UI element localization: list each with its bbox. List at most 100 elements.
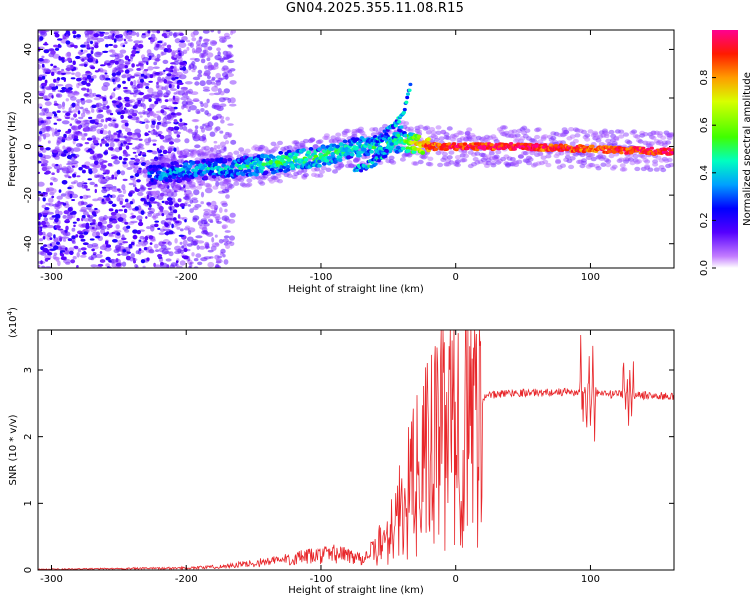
spectrogram-noise-blob bbox=[156, 147, 160, 152]
spectrogram-noise-blob bbox=[164, 200, 170, 205]
spectrogram-noise-blob bbox=[169, 31, 173, 37]
spectrogram-halo bbox=[626, 140, 633, 145]
spectrogram-noise-blob bbox=[135, 265, 139, 268]
spectrogram-noise-blob bbox=[143, 75, 148, 79]
spectrogram-halo bbox=[458, 130, 465, 136]
spectrogram-noise-blob bbox=[221, 188, 230, 194]
spectrogram-noise-blob bbox=[143, 247, 148, 251]
spectrogram-noise-blob bbox=[89, 238, 95, 241]
spectrogram-ridge-blob bbox=[228, 169, 234, 174]
spectrogram-noise-blob bbox=[58, 210, 63, 216]
spectrogram-ridge-blob bbox=[416, 134, 422, 139]
spectrogram-noise-blob bbox=[127, 77, 131, 82]
spectrogram-halo bbox=[433, 137, 440, 142]
spectrogram-noise-blob bbox=[164, 222, 169, 228]
spectrogram-ridge-blob bbox=[263, 170, 269, 175]
spectrogram-noise-blob bbox=[95, 102, 103, 108]
spectrogram-noise-blob bbox=[72, 173, 77, 178]
spectrogram-halo bbox=[537, 152, 544, 157]
spectrogram-noise-blob bbox=[203, 256, 212, 260]
spectrogram-halo bbox=[542, 134, 549, 139]
spectrogram-noise-blob bbox=[189, 208, 194, 214]
spectrogram-noise-blob bbox=[54, 213, 61, 219]
spectrogram-noise-blob bbox=[161, 241, 167, 244]
spectrogram-noise-blob bbox=[166, 264, 170, 268]
spectrogram-noise-blob bbox=[139, 219, 143, 223]
colorbar-gradient bbox=[712, 30, 738, 268]
spectrogram-noise-blob bbox=[86, 53, 92, 57]
spectrogram-noise-blob bbox=[226, 73, 235, 77]
spectrogram-noise-blob bbox=[138, 221, 144, 227]
spectrogram-noise-blob bbox=[180, 86, 188, 91]
spectrogram-halo bbox=[213, 177, 220, 182]
spectrogram-noise-blob bbox=[131, 84, 137, 89]
spectrogram-noise-blob bbox=[77, 125, 82, 130]
spectrogram-noise-blob bbox=[115, 262, 122, 267]
spectrogram-noise-blob bbox=[73, 224, 76, 228]
spectrogram-noise-blob bbox=[187, 227, 196, 233]
spectrogram-noise-blob bbox=[224, 208, 228, 213]
spectrogram-noise-blob bbox=[113, 38, 117, 43]
spectrogram-noise-blob bbox=[64, 229, 68, 233]
spectrogram-noise-blob bbox=[180, 249, 184, 254]
x-tick-label: -100 bbox=[310, 574, 333, 585]
spectrogram-noise-blob bbox=[163, 95, 169, 98]
spectrogram-ridge-blob bbox=[147, 173, 153, 178]
spectrogram-noise-blob bbox=[65, 52, 72, 58]
spectrogram-noise-blob bbox=[214, 83, 218, 88]
spectrogram-noise-blob bbox=[113, 132, 118, 136]
spectrogram-halo bbox=[461, 157, 468, 163]
spectrogram-noise-blob bbox=[178, 42, 187, 48]
spectrogram-noise-blob bbox=[94, 122, 99, 125]
spectrogram-noise-blob bbox=[215, 72, 221, 79]
spectrogram-noise-blob bbox=[39, 106, 43, 109]
spectrogram-ridge-blob bbox=[148, 164, 154, 169]
spectrogram-noise-blob bbox=[104, 72, 108, 75]
spectrogram-noise-blob bbox=[210, 205, 217, 210]
spectrogram-halo bbox=[618, 157, 625, 162]
spectrogram-noise-blob bbox=[38, 63, 41, 70]
spectrogram-halo bbox=[603, 131, 610, 136]
spectrogram-noise-blob bbox=[80, 112, 86, 118]
spectrogram-noise-blob bbox=[184, 219, 187, 223]
spectrogram-noise-blob bbox=[112, 33, 115, 37]
spectrogram-ridge-blob bbox=[405, 149, 411, 153]
spectrogram-noise-blob bbox=[49, 68, 57, 74]
spectrogram-noise-blob bbox=[38, 76, 43, 81]
spectrogram-noise-blob bbox=[110, 194, 113, 198]
spectrogram-noise-blob bbox=[126, 167, 133, 170]
spectrogram-noise-blob bbox=[100, 228, 106, 235]
spectrogram-noise-blob bbox=[182, 125, 188, 131]
spectrogram-noise-blob bbox=[45, 170, 51, 175]
spectrogram-noise-blob bbox=[48, 48, 55, 52]
spectrogram-noise-blob bbox=[71, 199, 76, 201]
spectrogram-noise-blob bbox=[206, 52, 214, 58]
spectrogram-noise-blob bbox=[140, 73, 145, 77]
spectrogram-noise-blob bbox=[100, 119, 104, 123]
spectrogram-halo bbox=[437, 162, 444, 168]
spectrogram-noise-blob bbox=[47, 140, 51, 144]
spectrogram-noise-blob bbox=[94, 44, 99, 49]
spectrogram-noise-blob bbox=[120, 114, 124, 120]
spectrogram-noise-blob bbox=[71, 239, 75, 244]
spectrogram-noise-blob bbox=[210, 81, 216, 85]
spectrogram-noise-blob bbox=[179, 228, 184, 232]
spectrogram-noise-blob bbox=[154, 223, 159, 228]
spectrogram-noise-blob bbox=[85, 224, 90, 230]
spectrogram-noise-blob bbox=[72, 221, 77, 224]
spectrogram-noise-blob bbox=[82, 201, 88, 206]
spectrogram-halo bbox=[446, 126, 453, 131]
spectrogram-halo bbox=[325, 167, 332, 172]
spectrogram-noise-blob bbox=[135, 51, 140, 54]
spectrogram-noise-blob bbox=[69, 167, 74, 173]
spectrogram-noise-blob bbox=[223, 134, 228, 140]
spectrogram-noise-blob bbox=[155, 84, 160, 89]
spectrogram-noise-blob bbox=[77, 130, 81, 134]
spectrogram-noise-blob bbox=[126, 142, 133, 145]
spectrogram-noise-blob bbox=[219, 207, 223, 214]
spectrogram-noise-blob bbox=[173, 119, 178, 123]
spectrogram-noise-blob bbox=[120, 142, 123, 147]
spectrogram-halo bbox=[233, 150, 240, 155]
spectrogram-ridge-blob bbox=[164, 178, 170, 183]
spectrogram-noise-blob bbox=[170, 88, 177, 91]
